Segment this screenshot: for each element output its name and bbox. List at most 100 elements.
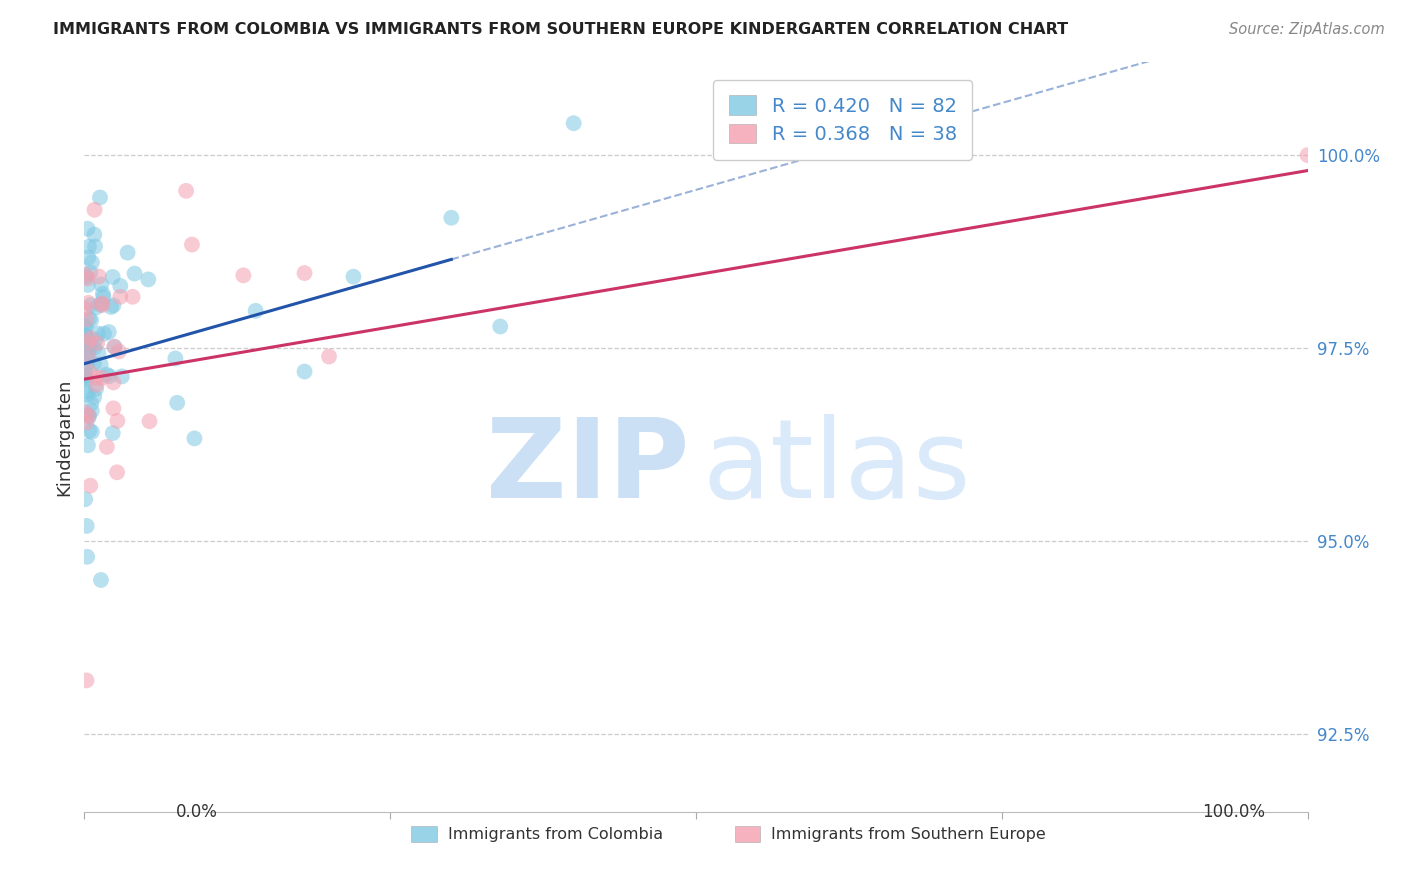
Text: Immigrants from Colombia: Immigrants from Colombia [449,827,664,841]
Point [75,368,97,383]
Point [98,369,121,384]
Point [101,270,124,285]
Point [75,329,97,343]
Point [73,320,96,334]
Point [138,414,160,428]
Point [174,184,197,198]
Text: Immigrants from Southern Europe: Immigrants from Southern Europe [772,827,1046,841]
Point [110,279,132,293]
Point [73,342,96,356]
Point [86,336,108,351]
Point [83,357,105,371]
Point [75,327,97,342]
Point [77,350,100,364]
Point [79,337,101,351]
Point [87,346,110,360]
Point [1296,148,1319,162]
Point [77,387,100,401]
Point [103,376,125,390]
Text: 0.0%: 0.0% [176,803,218,821]
Point [75,416,97,430]
Point [318,350,340,364]
Point [79,266,101,280]
Point [101,426,124,441]
Point [76,549,98,564]
Point [79,478,101,492]
Point [75,492,97,507]
Point [80,425,103,439]
Point [87,269,110,284]
Point [90,371,112,385]
Point [75,384,97,399]
Point [165,351,187,366]
Point [440,211,463,225]
Point [80,396,103,410]
Point [76,271,98,285]
Point [76,519,98,533]
Point [90,358,112,372]
Point [232,268,254,283]
Point [181,237,204,252]
Point [86,377,108,392]
Text: Source: ZipAtlas.com: Source: ZipAtlas.com [1229,22,1385,37]
Text: IMMIGRANTS FROM COLOMBIA VS IMMIGRANTS FROM SOUTHERN EUROPE KINDERGARTEN CORRELA: IMMIGRANTS FROM COLOMBIA VS IMMIGRANTS F… [53,22,1069,37]
Point [77,409,100,423]
Point [96,368,118,382]
Point [80,313,103,327]
Point [294,266,316,280]
Point [73,336,96,351]
Point [77,410,100,425]
Point [77,277,100,292]
Point [103,298,125,312]
Point [166,396,188,410]
Point [183,431,205,445]
Point [73,350,96,364]
Point [84,333,107,347]
Point [489,319,512,334]
Point [108,344,131,359]
Point [83,390,105,404]
Point [79,424,101,438]
Point [90,277,112,292]
Point [73,368,96,383]
Point [79,342,101,356]
Point [77,240,100,254]
Point [79,365,101,379]
Text: 100.0%: 100.0% [1202,803,1265,821]
Point [89,297,111,311]
Point [76,357,98,371]
Point [77,295,100,310]
Point [73,328,96,343]
Point [76,335,98,350]
Point [79,298,101,312]
Point [562,116,585,130]
Point [83,202,105,217]
Point [75,371,97,385]
Point [80,403,103,417]
Point [96,440,118,454]
Point [75,335,97,350]
Point [93,290,115,304]
Point [121,290,143,304]
Point [73,301,96,316]
Point [76,221,98,235]
Point [100,300,122,314]
Point [104,340,127,354]
Point [91,296,114,310]
Point [83,227,105,242]
Point [90,573,112,587]
Point [294,365,316,379]
Point [111,369,134,384]
Text: ZIP: ZIP [486,414,690,521]
Point [91,286,114,301]
Point [93,326,115,341]
Y-axis label: Kindergarten: Kindergarten [55,378,73,496]
Point [89,190,111,204]
Point [79,338,101,352]
Point [77,251,100,265]
Text: atlas: atlas [702,414,970,521]
Point [117,245,139,260]
Point [87,326,110,341]
Point [342,269,364,284]
Point [75,320,97,334]
